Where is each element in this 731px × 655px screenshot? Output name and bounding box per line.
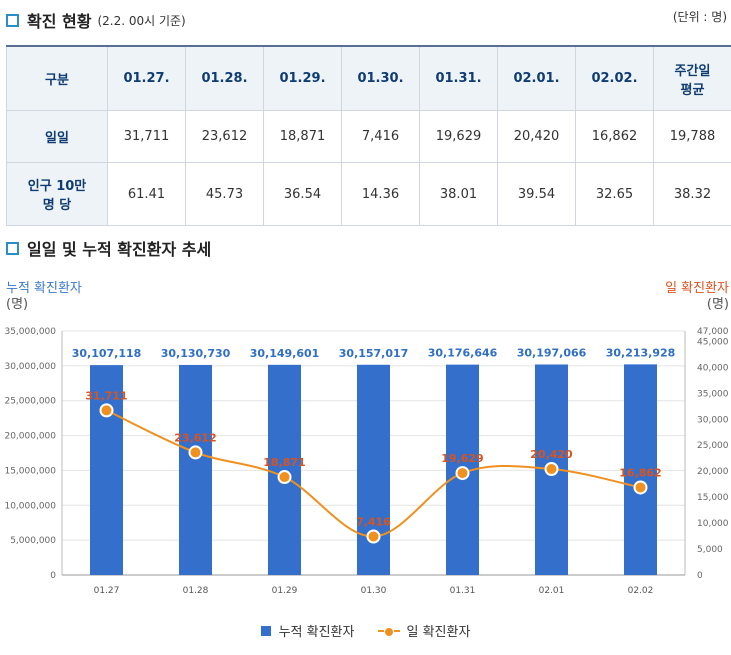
table-cell: 18,871 [263,110,342,163]
right-axis-tick-label: 20,000 [697,467,729,477]
daily-cases-label: 31,711 [85,389,127,402]
table-row: 인구 10만 명 당 61.41 45.73 36.54 14.36 38.01 39.54… [6,162,731,226]
table-header-cell: 01.31. [419,45,498,111]
x-axis-tick-label: 01.27 [94,586,120,596]
table-header-cell: 02.01. [497,45,576,111]
right-axis-tick-label: 10,000 [697,519,729,529]
left-axis-tick-label: 35,000,000 [4,327,56,337]
table-header-row: 구분 01.27. 01.28. 01.29. 01.30. 01.31. 02.01. 02… [6,45,731,111]
daily-cases-label: 7,416 [356,515,391,528]
right-axis-tick-label: 45,000 [697,337,729,347]
right-axis-tick-label: 47,000 [697,327,729,337]
table-cell: 32.65 [575,162,654,226]
cumulative-bar-label: 30,176,646 [428,347,498,360]
table-cell: 45.73 [185,162,264,226]
table-cell: 7,416 [341,110,420,163]
left-axis-unit: (명) [6,297,29,312]
right-axis-unit: (명) [706,297,729,312]
right-axis-title: 일 확진환자 [665,281,729,296]
left-axis-tick-label: 15,000,000 [4,466,56,476]
cumulative-bar [179,364,212,575]
unit-label: (단위 : 명) [672,10,727,24]
x-axis-tick-label: 01.30 [361,586,387,596]
cumulative-bar [268,364,301,575]
right-axis-caption: 일 확진환자 (명) [665,281,729,313]
legend-line-swatch [378,626,401,637]
table-header-cell: 01.30. [341,45,420,111]
table-header-cell: 01.28. [185,45,264,111]
daily-cases-point [633,480,648,495]
right-axis-tick-label: 40,000 [697,363,729,373]
section-title-trend: 일일 및 누적 확진환자 추세 [6,236,211,260]
x-axis-tick-label: 01.31 [450,586,476,596]
daily-cases-point [188,445,203,460]
table-row-header: 인구 10만 명 당 [6,162,108,226]
daily-cases-label: 16,862 [619,466,661,479]
table-cell: 36.54 [263,162,342,226]
cumulative-bar-label: 30,107,118 [72,347,142,360]
cumulative-bar-label: 30,197,066 [517,346,587,359]
legend-label-cumulative: 누적 확진환자 [278,625,355,640]
table-cell: 20,420 [497,110,576,163]
left-axis-tick-label: 5,000,000 [10,536,56,546]
square-bullet-icon [6,241,19,255]
left-axis-caption: 누적 확진환자 (명) [6,281,82,313]
status-subtitle: (2.2. 00시 기준) [97,13,186,28]
left-axis-tick-label: 20,000,000 [4,432,56,442]
cumulative-bar [624,364,657,575]
right-axis-tick-label: 0 [697,571,703,581]
table-row-header: 일일 [6,110,108,163]
legend-bar-swatch [260,625,271,636]
left-axis-tick-label: 0 [50,571,56,581]
cumulative-bar-label: 30,213,928 [606,346,676,359]
cumulative-bar-label: 30,130,730 [161,347,231,360]
table-row: 일일 31,711 23,612 18,871 7,416 19,629 20,420 16,… [6,110,731,163]
cumulative-bar-label: 30,149,601 [250,347,320,360]
left-axis-tick-label: 30,000,000 [4,362,56,372]
status-title: 확진 현황 [27,12,92,31]
table-body: 일일 31,711 23,612 18,871 7,416 19,629 20,420 16,… [6,110,731,226]
legend-item-daily[interactable]: 일 확진환자 [378,621,470,640]
table-header-cell: 01.27. [107,45,186,111]
right-axis-tick-label: 5,000 [697,545,723,555]
daily-cases-point [366,529,381,544]
table-cell: 19,629 [419,110,498,163]
x-axis-tick-label: 02.01 [539,586,565,596]
daily-cases-label: 20,420 [530,448,573,461]
right-axis-tick-label: 30,000 [697,415,729,425]
table-cell: 38.01 [419,162,498,226]
daily-cases-point [277,470,292,485]
x-axis-tick-label: 01.29 [272,586,298,596]
table-cell: 16,862 [575,110,654,163]
left-axis-tick-label: 10,000,000 [4,501,56,511]
table-cell: 61.41 [107,162,186,226]
trend-title: 일일 및 누적 확진환자 추세 [27,240,212,259]
square-bullet-icon [6,13,19,27]
left-axis-title: 누적 확진환자 [6,281,82,296]
left-axis-tick-label: 25,000,000 [4,397,56,407]
daily-cases-label: 19,629 [441,452,483,465]
daily-cases-point [544,461,559,476]
cumulative-bar [90,365,123,575]
right-axis-tick-label: 15,000 [697,493,729,503]
table-cell: 38.32 [653,162,731,226]
table-cell: 39.54 [497,162,576,226]
legend-item-cumulative[interactable]: 누적 확진환자 [260,621,355,640]
daily-cases-label: 23,612 [174,431,216,444]
right-axis-tick-label: 25,000 [697,441,729,451]
status-table: 구분 01.27. 01.28. 01.29. 01.30. 01.31. 02.01. 02… [6,45,731,226]
cumulative-bar-label: 30,157,017 [339,347,409,360]
section-title-status: 확진 현황 (2.2. 00시 기준) [6,8,186,32]
right-axis-tick-label: 35,000 [697,389,729,399]
table-header-cell: 구분 [6,45,108,111]
daily-cases-label: 18,871 [263,456,305,469]
x-axis-tick-label: 01.28 [183,586,209,596]
legend-label-daily: 일 확진환자 [406,625,471,640]
chart-legend: 누적 확진환자 일 확진환자 [0,621,731,640]
x-axis-tick-label: 02.02 [628,586,654,596]
daily-cases-point [99,403,114,418]
daily-cases-point [455,466,470,481]
table-cell: 23,612 [185,110,264,163]
